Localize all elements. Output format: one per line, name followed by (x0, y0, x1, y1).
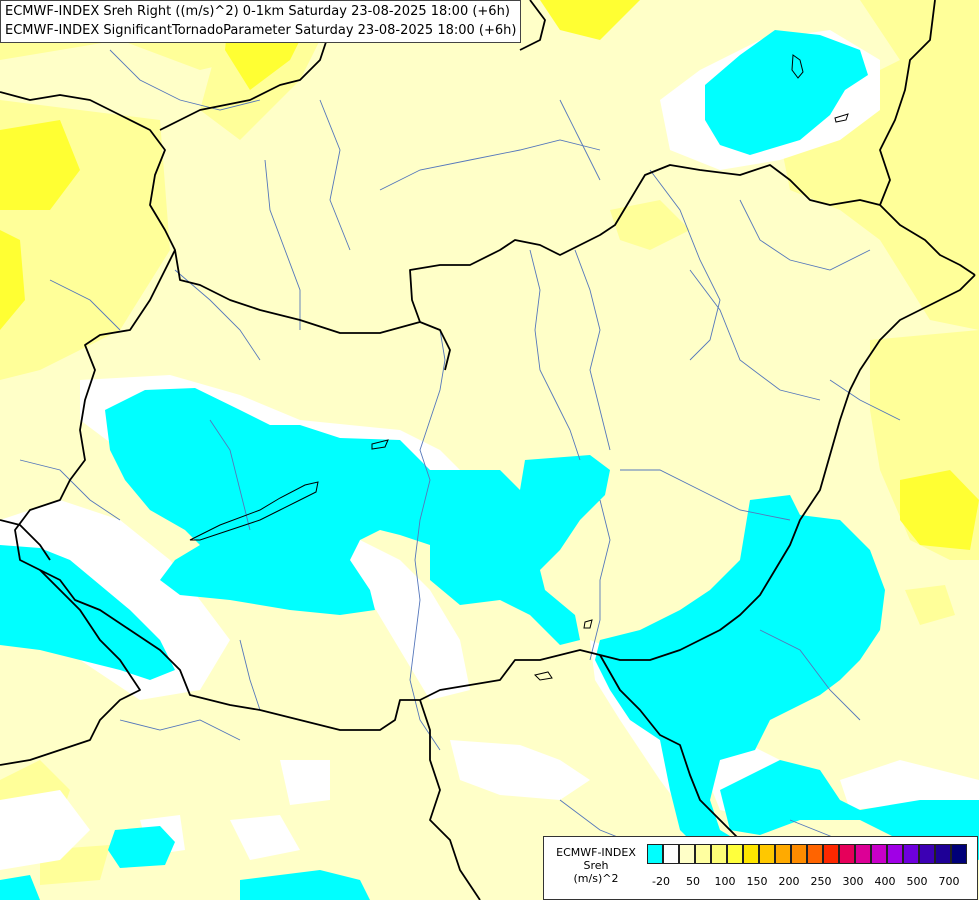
legend-swatch (759, 844, 775, 864)
legend-swatch (711, 844, 727, 864)
title-line-2: ECMWF-INDEX SignificantTornadoParameter … (5, 23, 517, 38)
legend-tick-label: 150 (746, 875, 768, 888)
legend-swatch (823, 844, 839, 864)
legend-swatch (679, 844, 695, 864)
color-legend: ECMWF-INDEX Sreh (m/s)^2 -20 50 100 150 200 2… (543, 836, 978, 900)
legend-tick-label: 100 (714, 875, 736, 888)
legend-tick-label: -20 (652, 875, 670, 888)
legend-swatch (903, 844, 919, 864)
legend-swatch (727, 844, 743, 864)
legend-tick-label: 250 (810, 875, 832, 888)
legend-swatch (695, 844, 711, 864)
legend-swatch (951, 844, 967, 864)
legend-swatch (839, 844, 855, 864)
legend-tick-label: 300 (842, 875, 864, 888)
legend-tick-label: 500 (906, 875, 928, 888)
legend-title-line-3: (m/s)^2 (573, 872, 619, 885)
legend-title-line-2: Sreh (583, 859, 609, 872)
legend-swatch (919, 844, 935, 864)
legend-swatch (647, 844, 663, 864)
legend-swatch (663, 844, 679, 864)
title-box: ECMWF-INDEX Sreh Right ((m/s)^2) 0-1km S… (0, 0, 522, 43)
legend-swatch (807, 844, 823, 864)
legend-swatch (775, 844, 791, 864)
legend-swatch (887, 844, 903, 864)
legend-tick-label: 700 (938, 875, 960, 888)
bright-yellow-shading (0, 0, 979, 550)
legend-tick-label: 200 (778, 875, 800, 888)
legend-tick-label: 400 (874, 875, 896, 888)
legend-title-line-1: ECMWF-INDEX (556, 846, 636, 859)
legend-tick-label: 50 (686, 875, 700, 888)
title-line-1: ECMWF-INDEX Sreh Right ((m/s)^2) 0-1km S… (5, 4, 510, 19)
legend-swatch (871, 844, 887, 864)
lakes (189, 54, 849, 681)
legend-swatch (743, 844, 759, 864)
legend-swatch (855, 844, 871, 864)
legend-swatch (935, 844, 951, 864)
legend-swatch (791, 844, 807, 864)
cyan-shading (0, 30, 979, 900)
legend-title: ECMWF-INDEX Sreh (m/s)^2 (548, 846, 644, 885)
